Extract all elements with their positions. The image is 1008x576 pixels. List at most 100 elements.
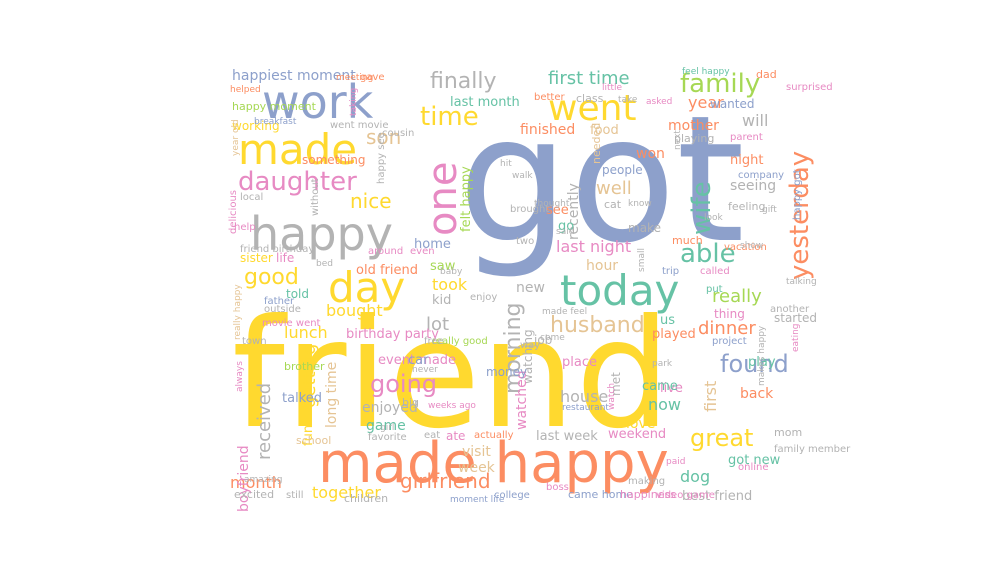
word-said: said <box>556 227 574 237</box>
word-husband: husband <box>550 313 645 338</box>
word-paid: paid <box>666 457 685 467</box>
word-even: even <box>410 246 435 257</box>
word-ate: ate <box>446 429 465 443</box>
word-meeting: meeting <box>336 73 373 83</box>
word-around: around <box>368 246 403 257</box>
word-enjoyed: enjoyed <box>362 400 418 416</box>
word-dad: dad <box>756 68 777 81</box>
word-look: look <box>704 213 724 223</box>
word-gift: gift <box>762 205 777 215</box>
word-two: two <box>516 236 534 247</box>
word-make: make <box>628 221 661 235</box>
word-cousin: cousin <box>382 128 414 139</box>
word-fun: fun <box>301 425 316 446</box>
word-baby: baby <box>440 267 463 277</box>
word-restaurant: restaurant <box>562 403 609 413</box>
word-one: one <box>420 162 466 236</box>
word-never: never <box>412 365 438 375</box>
word-well: well <box>596 178 632 199</box>
word-made-feel: made feel <box>542 307 587 317</box>
word-happy-moment: happy moment <box>232 100 317 113</box>
word-made-happy: made happy <box>318 431 669 496</box>
word-college: college <box>494 490 530 501</box>
word-class: class <box>576 92 604 105</box>
word-boss: boss <box>546 482 569 493</box>
word-got: got <box>458 79 745 282</box>
word-today: today <box>560 266 679 315</box>
word-another: another <box>770 304 810 315</box>
word-mom: mom <box>774 426 802 439</box>
word-excited: excited <box>234 488 274 501</box>
word-family-member: family member <box>774 444 851 455</box>
word-eat: eat <box>424 430 440 441</box>
word-friend: friend <box>232 288 671 462</box>
word-first-time: first time <box>548 68 630 89</box>
word-way: way <box>520 340 540 351</box>
word-working: working <box>232 119 280 133</box>
word-hit: hit <box>500 159 512 169</box>
word-found: found <box>720 350 789 378</box>
word-us: us <box>660 313 675 328</box>
word-weekend: weekend <box>608 427 666 442</box>
word-cat: cat <box>604 198 622 211</box>
word-going: going <box>370 370 437 398</box>
word-playing: playing <box>674 132 714 145</box>
word-place: place <box>562 355 597 370</box>
word-friend-birthday: friend birthday <box>240 244 314 255</box>
word-needed: needed <box>590 123 603 164</box>
word-trip: trip <box>662 266 679 277</box>
word-car: car <box>408 353 429 368</box>
word-still: still <box>286 490 303 501</box>
word-month: month <box>230 473 282 492</box>
word-game: game <box>366 418 406 434</box>
word-happy-see: happy see <box>376 132 387 184</box>
word-video-game: video game <box>656 490 715 501</box>
word-year-old: year old <box>231 119 241 156</box>
word-movie-went: movie went <box>262 318 321 329</box>
word-good: good <box>244 265 299 290</box>
word-vacation: vacation <box>724 242 767 253</box>
word-put: put <box>706 284 723 295</box>
word-breakfast: breakfast <box>254 117 297 127</box>
word-big: big <box>402 396 419 409</box>
word-help: help <box>234 222 256 233</box>
word-took: took <box>432 275 468 294</box>
word-really: really <box>712 286 762 307</box>
word-brought: brought <box>510 204 549 215</box>
word-thing: thing <box>714 307 745 321</box>
word-little: little <box>602 83 623 93</box>
word-called: called <box>700 266 730 277</box>
word-new: new <box>516 280 545 296</box>
word-helped: helped <box>230 85 261 95</box>
word-sister: sister <box>240 251 273 265</box>
word-played: played <box>652 327 696 342</box>
word-told: told <box>286 287 309 301</box>
word-company: company <box>738 170 784 181</box>
word-weeks-ago: weeks ago <box>428 401 476 411</box>
word-talked: talked <box>282 391 322 406</box>
word-family: family <box>680 69 760 99</box>
word-take: take <box>618 95 638 105</box>
word-show: show <box>740 241 763 251</box>
word-gave: gave <box>360 72 385 83</box>
word-lot: lot <box>426 314 449 335</box>
word-enjoy: enjoy <box>470 292 497 303</box>
word-job: job <box>533 333 552 347</box>
word-wife: wife <box>687 181 717 235</box>
word-local: local <box>240 192 263 203</box>
word-seeing: seeing <box>730 178 776 194</box>
word-happiest-moment: happiest moment <box>232 68 356 84</box>
word-visit: visit <box>462 444 491 460</box>
word-son: son <box>366 125 401 149</box>
word-much: much <box>672 234 703 247</box>
word-walk: walk <box>512 171 533 181</box>
word-last-night: last night <box>556 237 631 256</box>
word-know: know <box>628 199 652 209</box>
word-started: started <box>774 311 817 325</box>
word-wanted: wanted <box>710 97 754 111</box>
word-love: love <box>626 416 655 432</box>
word-last-week: last week <box>536 429 598 444</box>
word-amazing: amazing <box>244 475 282 485</box>
word-first: first <box>701 381 720 412</box>
word-without: without <box>310 178 321 216</box>
